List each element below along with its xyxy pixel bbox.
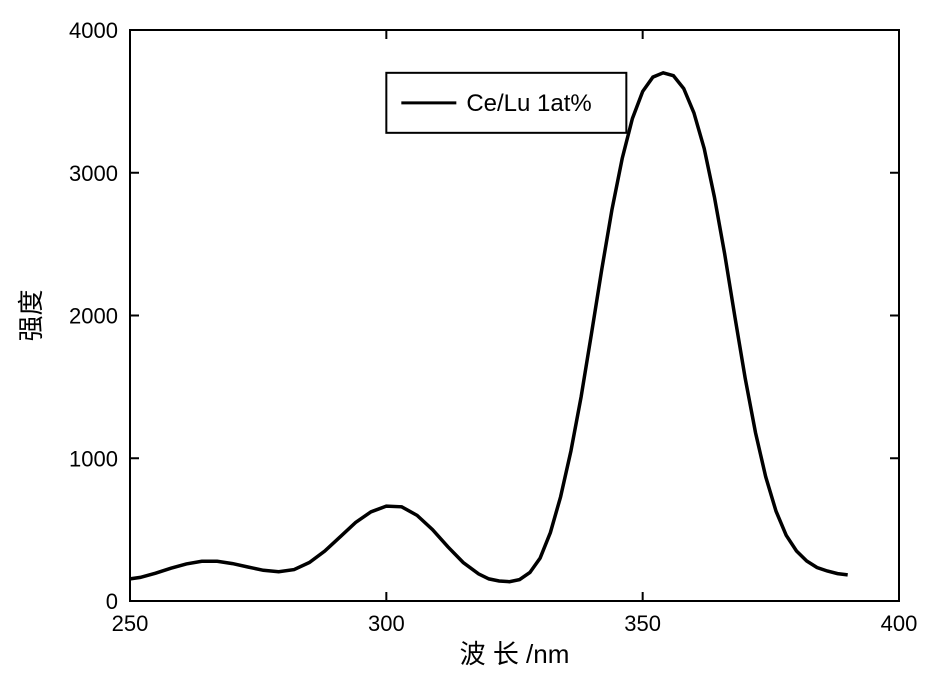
y-tick-label: 3000	[69, 161, 118, 186]
y-tick-label: 4000	[69, 18, 118, 43]
data-series-line	[130, 73, 848, 582]
y-tick-label: 2000	[69, 304, 118, 329]
x-tick-label: 250	[112, 611, 149, 636]
chart-container: 25030035040001000200030004000波 长 /nm强度Ce…	[0, 0, 939, 681]
y-tick-label: 1000	[69, 446, 118, 471]
x-tick-label: 350	[624, 611, 661, 636]
x-tick-label: 400	[881, 611, 918, 636]
y-axis-label: 强度	[16, 289, 46, 341]
x-axis-label: 波 长 /nm	[460, 639, 570, 669]
x-tick-label: 300	[368, 611, 405, 636]
chart-svg: 25030035040001000200030004000波 长 /nm强度Ce…	[0, 0, 939, 681]
y-tick-label: 0	[106, 589, 118, 614]
legend-label: Ce/Lu 1at%	[466, 90, 591, 117]
